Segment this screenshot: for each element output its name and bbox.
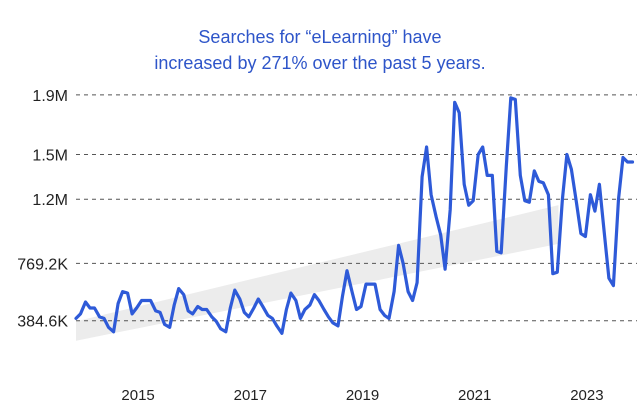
y-tick-label: 1.9M (32, 88, 68, 105)
chart-title: Searches for “eLearning” have increased … (0, 24, 640, 76)
x-tick-label: 2017 (234, 387, 267, 404)
y-tick-label: 384.6K (17, 314, 68, 331)
gridlines (76, 94, 637, 322)
x-tick-label: 2021 (458, 387, 491, 404)
series-layer (74, 96, 635, 335)
x-tick-label: 2023 (570, 387, 603, 404)
x-tick-label: 2019 (346, 387, 379, 404)
x-tick-label: 2015 (121, 387, 154, 404)
y-axis-ticks: 384.6K 769.2K 1.2M 1.5M 1.9M (17, 88, 68, 331)
chart-title-line-2: increased by 271% over the past 5 years. (154, 53, 486, 73)
series-line (74, 96, 635, 335)
y-tick-label: 1.5M (32, 148, 68, 165)
y-tick-label: 769.2K (17, 256, 68, 273)
chart-title-line-1: Searches for “eLearning” have (198, 27, 442, 47)
x-axis-ticks: 2015 2017 2019 2021 2023 (121, 387, 603, 404)
y-tick-label: 1.2M (32, 192, 68, 209)
